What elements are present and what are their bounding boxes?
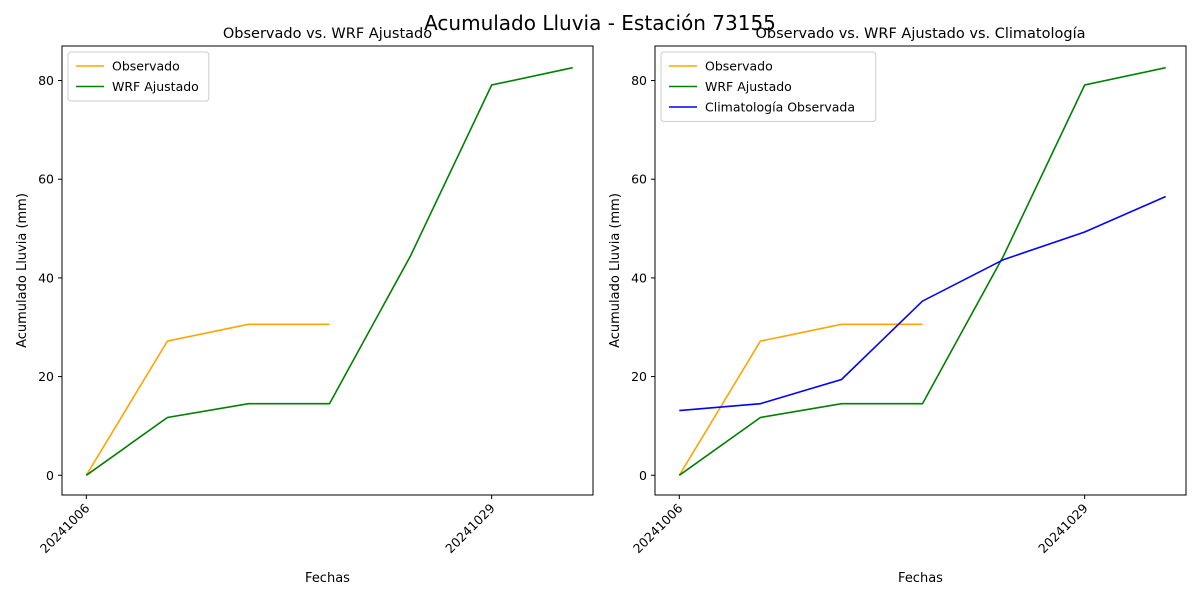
legend-entry: WRF Ajustado: [705, 79, 792, 94]
series-line-wrf-ajustado: [678, 66, 1166, 476]
legend-box: [660, 51, 877, 122]
x-tick-label: 20241029: [1035, 500, 1091, 556]
y-tick-label: 40: [631, 270, 647, 285]
y-tick-label: 60: [38, 172, 54, 187]
y-tick-label: 60: [631, 172, 647, 187]
plot-frame: [61, 45, 594, 496]
chart-panel-2: Observado vs. WRF Ajustado vs. Climatolo…: [608, 26, 1187, 586]
legend-entry: Observado: [112, 59, 180, 74]
series-line-wrf-ajustado: [85, 66, 573, 476]
figure-title: Acumulado Lluvia - Estación 73155: [424, 11, 776, 35]
y-tick-label: 20: [38, 369, 54, 384]
x-tick-label: 20241006: [630, 500, 686, 556]
series-line-observado: [85, 323, 330, 476]
y-tick-label: 0: [46, 468, 54, 483]
y-axis-label: Acumulado Lluvia (mm): [608, 193, 623, 348]
legend-entry: Observado: [705, 59, 773, 74]
y-tick-label: 80: [631, 73, 647, 88]
chart-panel-1: Observado vs. WRF Ajustado 0 20 40 60 80 20241…: [15, 26, 594, 586]
y-tick-label: 20: [631, 369, 647, 384]
x-tick-label: 20241006: [37, 500, 93, 556]
series-line-observado: [678, 323, 923, 476]
chart-title: Observado vs. WRF Ajustado: [223, 26, 432, 42]
x-axis-label: Fechas: [305, 571, 350, 586]
y-tick-label: 40: [38, 270, 54, 285]
y-axis-label: Acumulado Lluvia (mm): [15, 193, 30, 348]
legend-entry: WRF Ajustado: [112, 79, 199, 94]
legend: Observado WRF Ajustado Climatología Observ…: [660, 51, 877, 122]
plot-frame: [654, 45, 1187, 496]
legend: Observado WRF Ajustado: [67, 51, 210, 102]
series-line-climatolog-a-observada: [679, 195, 1167, 412]
y-tick-label: 80: [38, 73, 54, 88]
chart-title: Observado vs. WRF Ajustado vs. Climatolo…: [756, 26, 1086, 42]
x-tick-label: 20241029: [442, 500, 498, 556]
legend-box: [67, 51, 210, 102]
legend-entry: Climatología Observada: [705, 100, 855, 115]
x-axis-label: Fechas: [898, 571, 943, 586]
y-tick-label: 0: [639, 468, 647, 483]
